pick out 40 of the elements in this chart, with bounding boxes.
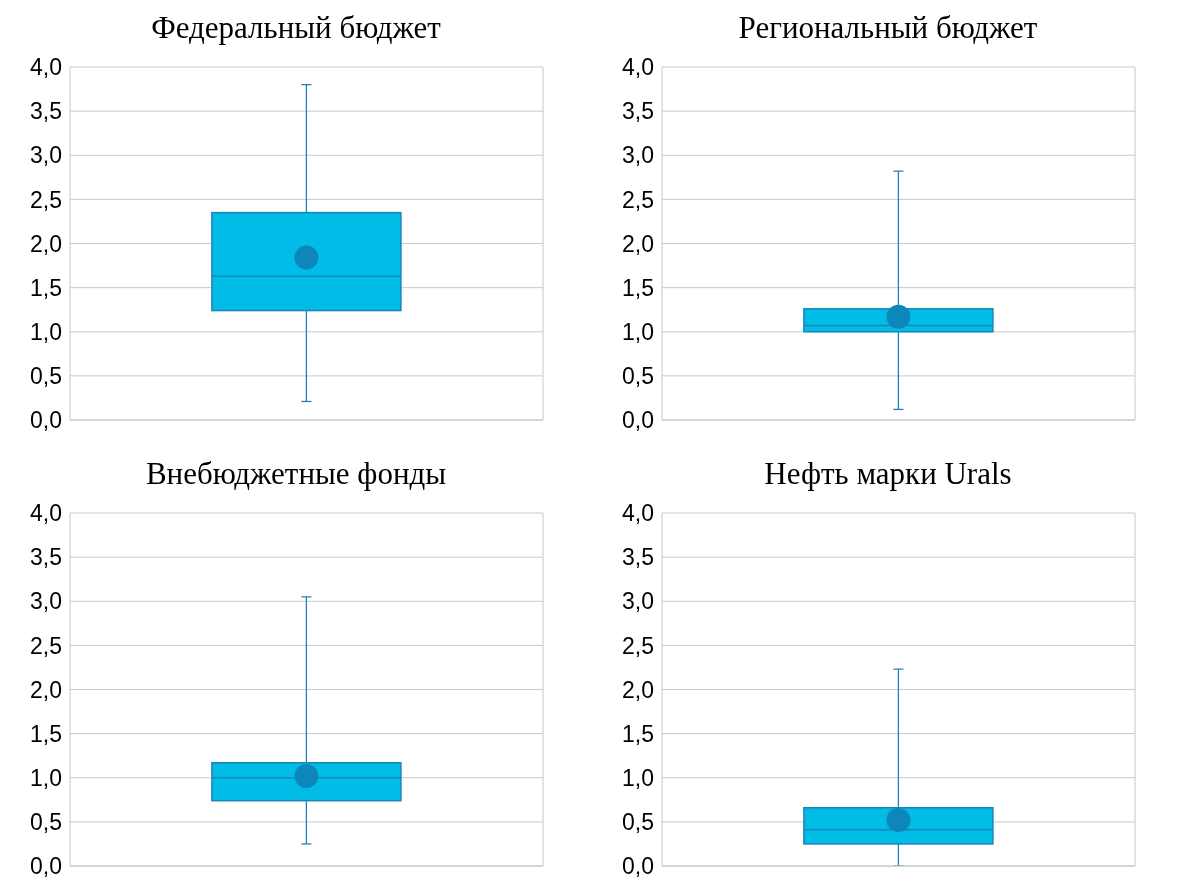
y-tick-label: 3,0	[622, 587, 654, 614]
y-tick-label: 0,0	[30, 407, 62, 434]
y-tick-label: 2,5	[622, 632, 654, 659]
y-tick-label: 1,0	[30, 764, 62, 791]
y-tick-label: 3,0	[30, 587, 62, 614]
chart-title: Федеральный бюджет	[150, 9, 442, 47]
y-tick-label: 2,5	[30, 632, 62, 659]
y-tick-label: 4,0	[622, 54, 654, 81]
y-tick-label: 3,5	[622, 543, 654, 570]
y-tick-label: 2,0	[30, 676, 62, 703]
y-tick-label: 4,0	[30, 54, 62, 81]
chart-title: Внебюджетные фонды	[144, 454, 448, 493]
y-tick-label: 0,0	[30, 852, 62, 879]
y-tick-label: 0,5	[30, 363, 62, 390]
y-tick-label: 0,5	[30, 808, 62, 835]
y-tick-label: 3,0	[622, 142, 654, 169]
y-tick-label: 4,0	[622, 499, 654, 526]
y-tick-label: 2,0	[30, 230, 62, 257]
chart-title: Нефть марки Urals	[763, 454, 1013, 493]
y-tick-label: 3,5	[622, 98, 654, 125]
y-tick-label: 4,0	[30, 499, 62, 526]
y-tick-label: 2,5	[622, 186, 654, 213]
y-tick-label: 0,5	[622, 363, 654, 390]
y-tick-label: 2,0	[622, 676, 654, 703]
y-tick-label: 0,0	[622, 407, 654, 434]
y-tick-label: 0,0	[622, 852, 654, 879]
y-tick-label: 3,5	[30, 98, 62, 125]
y-tick-label: 1,0	[30, 318, 62, 345]
y-tick-label: 1,5	[30, 274, 62, 301]
chart-title: Региональный бюджет	[737, 9, 1039, 47]
y-tick-label: 1,5	[622, 720, 654, 747]
y-tick-label: 1,0	[622, 318, 654, 345]
y-tick-label: 1,0	[622, 764, 654, 791]
y-tick-label: 0,5	[622, 808, 654, 835]
y-tick-label: 1,5	[622, 274, 654, 301]
y-tick-label: 3,5	[30, 543, 62, 570]
y-tick-label: 3,0	[30, 142, 62, 169]
y-tick-label: 2,5	[30, 186, 62, 213]
y-tick-label: 1,5	[30, 720, 62, 747]
y-tick-label: 2,0	[622, 230, 654, 257]
